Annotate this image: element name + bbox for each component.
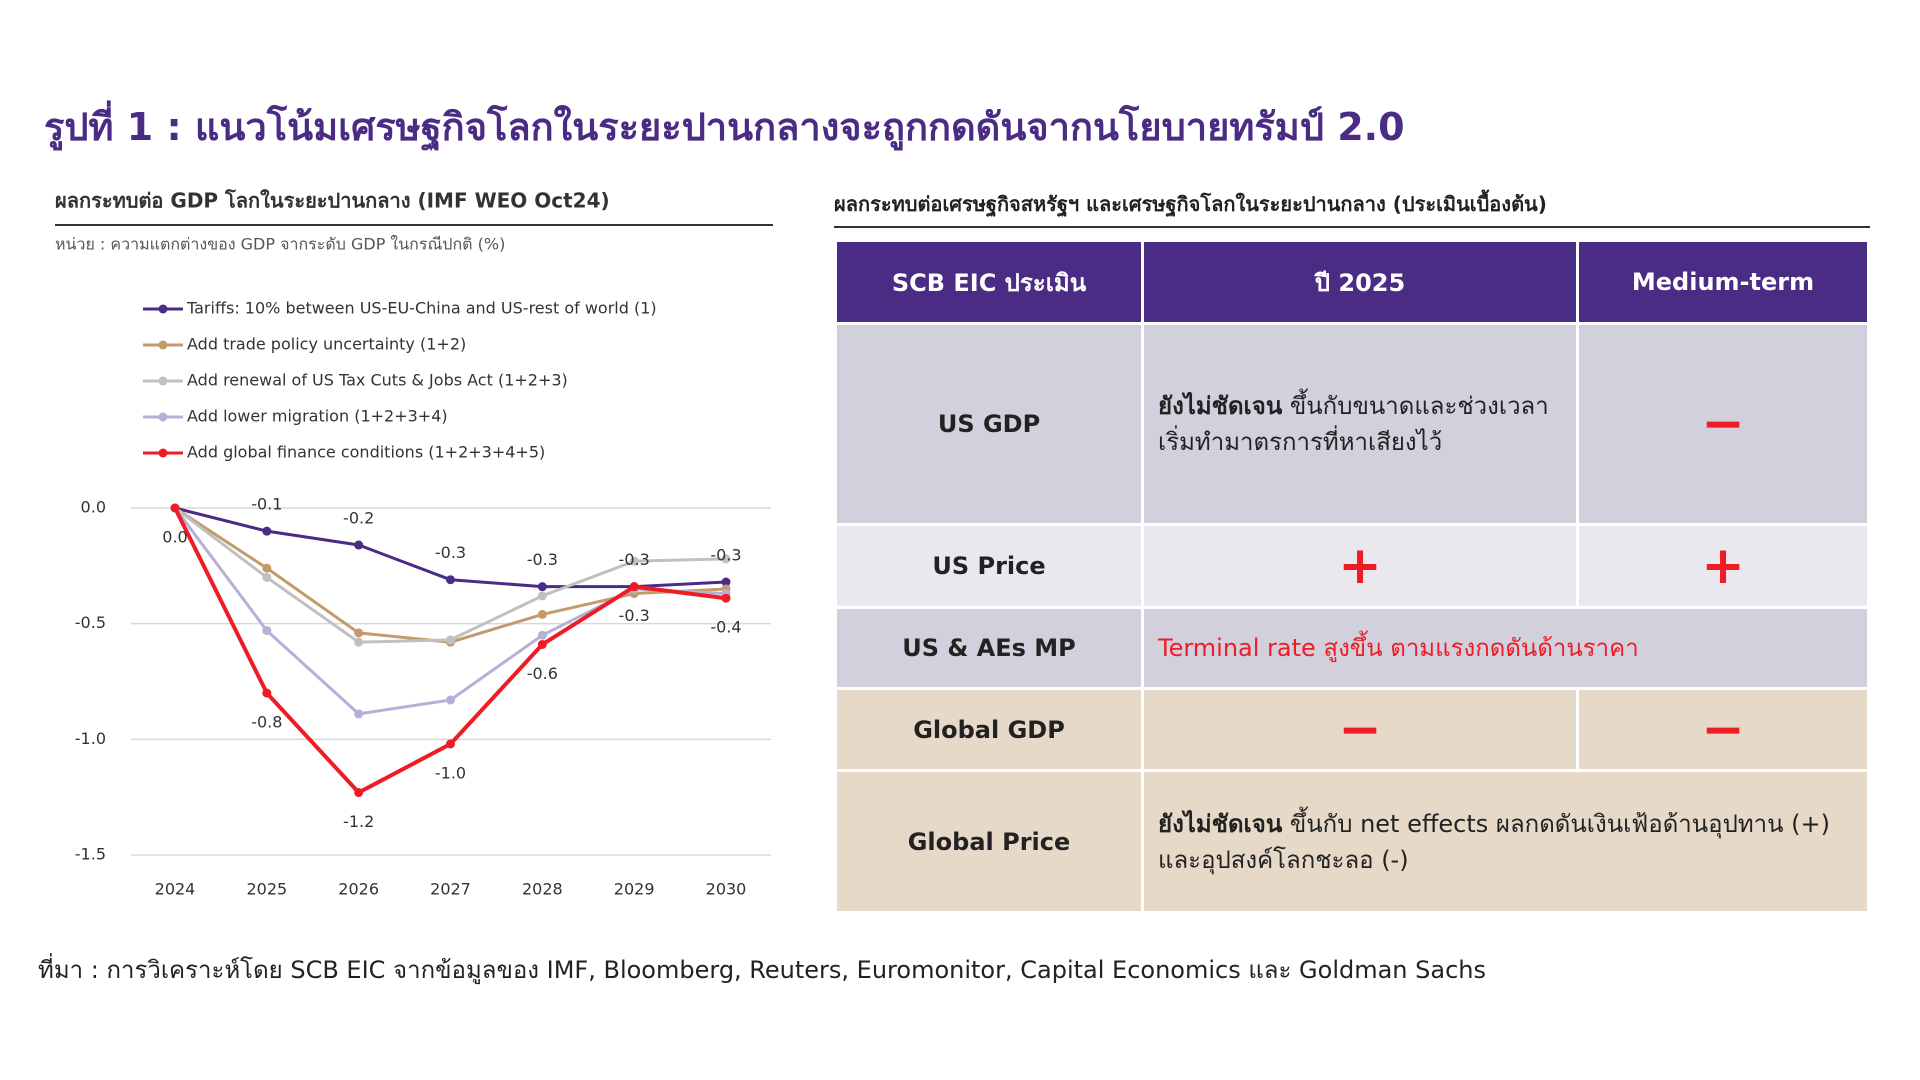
header-cell: ปี 2025 <box>1141 239 1579 325</box>
data-label: -0.3 <box>710 546 741 565</box>
data-label: -0.4 <box>710 618 741 637</box>
data-point <box>446 739 455 749</box>
data-label: -1.0 <box>435 763 466 782</box>
header-cell: SCB EIC ประเมิน <box>834 239 1144 325</box>
legend-marker <box>158 448 168 458</box>
impact-table: SCB EIC ประเมิน ปี 2025 Medium-term US G… <box>834 239 1870 914</box>
emphasis: ยังไม่ชัดเจน <box>1158 809 1283 838</box>
emphasis: ยังไม่ชัดเจน <box>1158 392 1283 420</box>
row-label: US & AEs MP <box>834 606 1144 690</box>
data-point <box>262 526 272 536</box>
y-tick-label: 0.0 <box>81 498 106 517</box>
y-tick-label: -1.0 <box>75 729 106 748</box>
legend-marker <box>158 304 168 314</box>
legend-label: Add trade policy uncertainty (1+2) <box>187 335 466 354</box>
legend-marker <box>158 376 168 386</box>
cell-symbol: − <box>1576 322 1870 526</box>
x-tick-label: 2030 <box>706 880 747 899</box>
header-cell: Medium-term <box>1576 239 1870 325</box>
data-point <box>262 688 272 698</box>
y-tick-label: -0.5 <box>75 613 106 632</box>
data-point <box>721 554 731 564</box>
data-point <box>262 626 272 636</box>
cell-text: ขึ้นกับ net effects ผลกดดันเงินเฟ้อด้านอ… <box>1158 809 1830 874</box>
x-tick-label: 2026 <box>338 880 379 899</box>
slide-title: รูปที่ 1 : แนวโน้มเศรษฐกิจโลกในระยะปานกล… <box>44 105 1405 149</box>
data-point <box>721 577 731 587</box>
data-label: -0.3 <box>619 606 650 625</box>
data-point <box>354 540 364 550</box>
legend-label: Tariffs: 10% between US-EU-China and US-… <box>186 299 657 318</box>
source-note: ที่มา : การวิเคราะห์โดย SCB EIC จากข้อมู… <box>38 956 1486 984</box>
x-tick-label: 2025 <box>246 880 287 899</box>
legend-label: Add global finance conditions (1+2+3+4+5… <box>187 443 545 462</box>
cell-symbol: + <box>1576 523 1870 609</box>
data-point <box>629 582 639 592</box>
data-point <box>537 630 547 640</box>
data-point <box>629 556 639 566</box>
data-point <box>537 591 547 601</box>
data-point <box>721 593 731 603</box>
cell-symbol: − <box>1576 687 1870 772</box>
y-tick-label: -1.5 <box>75 845 106 864</box>
table-title: ผลกระทบต่อเศรษฐกิจสหรัฐฯ และเศรษฐกิจโลกใ… <box>834 188 1870 228</box>
data-point <box>537 639 547 649</box>
x-tick-label: 2024 <box>155 880 196 899</box>
legend-label: Add renewal of US Tax Cuts & Jobs Act (1… <box>187 371 568 390</box>
data-label: -0.2 <box>343 509 374 528</box>
data-point <box>262 572 272 582</box>
data-point <box>537 609 547 619</box>
cell: ยังไม่ชัดเจน ขึ้นกับ net effects ผลกดดัน… <box>1141 769 1870 914</box>
data-point <box>170 503 180 513</box>
legend-marker <box>158 412 168 422</box>
data-point <box>446 635 455 645</box>
chart-subtitle: หน่วย : ความแตกต่างของ GDP จากระดับ GDP … <box>55 235 505 254</box>
data-label: -0.1 <box>251 495 282 514</box>
cell-symbol: − <box>1141 687 1579 772</box>
data-label: -1.2 <box>343 812 374 831</box>
data-label: -0.8 <box>251 713 282 732</box>
data-point <box>446 575 455 585</box>
data-point <box>262 563 272 573</box>
chart: ผลกระทบต่อ GDP โลกในระยะปานกลาง (IMF WEO… <box>55 189 773 899</box>
row-label: US GDP <box>834 322 1144 526</box>
row-label: US Price <box>834 523 1144 609</box>
cell-text: ขึ้นกับขนาดและช่วงเวลาเริ่มทำมาตรการที่ห… <box>1158 392 1549 456</box>
data-point <box>354 788 364 798</box>
data-point <box>354 709 364 719</box>
chart-title: ผลกระทบต่อ GDP โลกในระยะปานกลาง (IMF WEO… <box>55 189 610 213</box>
legend-marker <box>158 340 168 350</box>
data-label: -0.3 <box>619 550 650 569</box>
legend-label: Add lower migration (1+2+3+4) <box>187 407 448 426</box>
row-label: Global Price <box>834 769 1144 914</box>
data-point <box>354 628 364 638</box>
x-tick-label: 2027 <box>430 880 471 899</box>
data-label: -0.3 <box>527 550 558 569</box>
cell: ยังไม่ชัดเจน ขึ้นกับขนาดและช่วงเวลาเริ่ม… <box>1141 322 1579 526</box>
row-label: Global GDP <box>834 687 1144 772</box>
cell-symbol: + <box>1141 523 1579 609</box>
x-tick-label: 2028 <box>522 880 563 899</box>
data-label: -0.6 <box>527 664 558 683</box>
data-point <box>446 695 455 705</box>
x-tick-label: 2029 <box>614 880 655 899</box>
data-point <box>537 582 547 592</box>
data-label: 0.0 <box>162 528 187 547</box>
cell-text: Terminal rate สูงขึ้น ตามแรงกดดันด้านราค… <box>1141 606 1870 690</box>
data-label: -0.3 <box>435 543 466 562</box>
data-point <box>354 637 364 647</box>
